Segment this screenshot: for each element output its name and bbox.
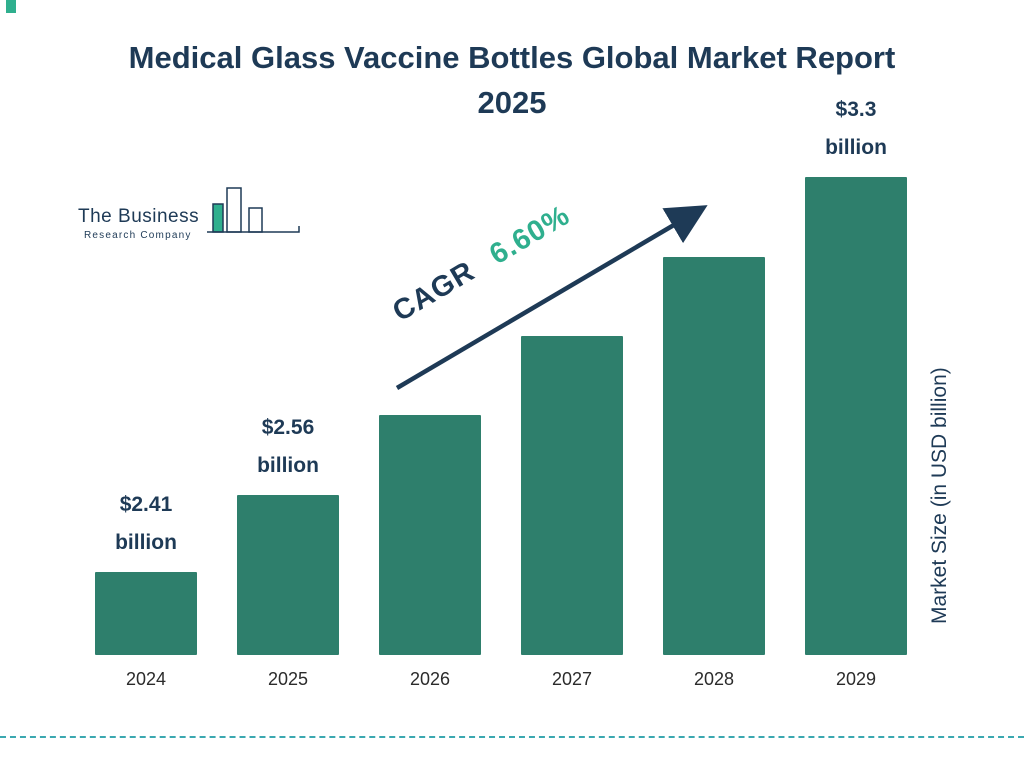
bar-column-2026: 2026 xyxy=(379,415,481,690)
logo-text: The Business Research Company xyxy=(78,206,199,241)
bar-2025 xyxy=(237,495,339,655)
x-label-2025: 2025 xyxy=(267,669,309,689)
logo-line1: The Business xyxy=(78,206,200,227)
bar-2029 xyxy=(805,177,907,655)
bar-column-2025: $2.56 billion 2025 xyxy=(237,409,339,690)
corner-accent-mark xyxy=(6,0,16,13)
value-label-2029: $3.3 billion xyxy=(825,98,887,159)
x-label-2026: 2026 xyxy=(409,669,451,689)
bottom-dashed-divider xyxy=(0,736,1024,738)
x-label-2024: 2024 xyxy=(125,669,167,689)
bar-2026 xyxy=(379,415,481,655)
bar-column-2029: $3.3 billion 2029 xyxy=(805,91,907,690)
bar-column-2024: $2.41 billion 2024 xyxy=(95,486,197,690)
page-title: Medical Glass Vaccine Bottles Global Mar… xyxy=(128,40,896,120)
value-label-2025: $2.56 billion xyxy=(257,416,319,477)
logo-line2: Research Company xyxy=(84,230,192,241)
bar-2027 xyxy=(521,336,623,655)
x-label-2027: 2027 xyxy=(551,669,593,689)
bar-column-2027: 2027 xyxy=(521,336,623,690)
x-label-2028: 2028 xyxy=(693,669,735,689)
bar-2024 xyxy=(95,572,197,655)
company-logo: The Business Research Company xyxy=(78,187,303,244)
bar-column-2028: 2028 xyxy=(663,257,765,690)
bar-2028 xyxy=(663,257,765,655)
logo-bars-icon xyxy=(207,187,300,233)
x-label-2029: 2029 xyxy=(835,669,877,689)
value-label-2024: $2.41 billion xyxy=(115,493,177,554)
y-axis-label: Market Size (in USD billion) xyxy=(928,367,951,625)
bar-chart: $2.41 billion 2024 $2.56 billion 2025 2026 2027… xyxy=(95,91,907,690)
